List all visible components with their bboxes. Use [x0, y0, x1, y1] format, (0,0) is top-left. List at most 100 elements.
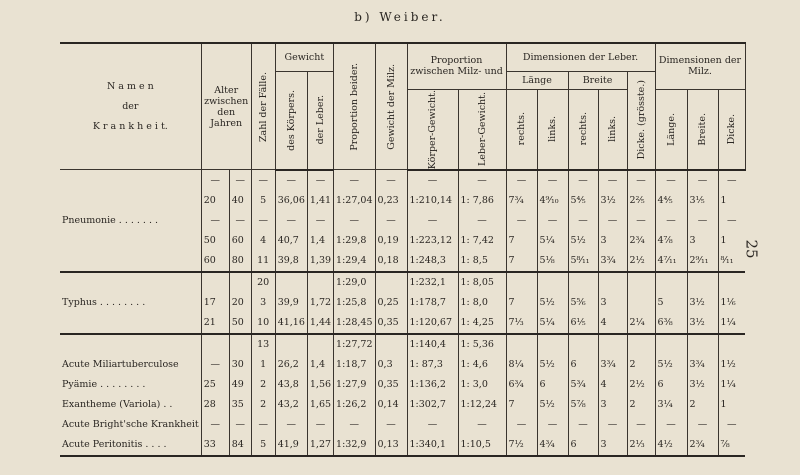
table-cell	[567, 271, 598, 293]
table-cell: —	[717, 210, 745, 231]
table-cell: 17	[200, 292, 230, 313]
table-cell: 40,7	[274, 230, 308, 251]
table-cell: 4¾	[536, 434, 568, 457]
table-cell: 6	[567, 354, 598, 375]
table-cell: 1: 4,6	[457, 354, 506, 375]
table-cell	[597, 333, 627, 355]
table-cell: 50	[228, 312, 252, 335]
table-cell: 2	[686, 394, 718, 415]
table-row: 20 40 5 36,06 1,41 1:27,04 0,23 1:210,14 1: 7,86…	[60, 190, 745, 211]
disease-name: Acute Bright'sche Krankheit	[60, 414, 202, 435]
table-cell	[717, 333, 745, 355]
table-cell: 1:120,67	[406, 312, 458, 335]
table-cell: 0,3	[374, 354, 407, 375]
table-cell: 1: 5,36	[457, 333, 506, 355]
table-cell: 3¾	[597, 250, 627, 273]
table-cell: 4⁹⁄₁₀	[536, 190, 568, 211]
table-cell: —	[333, 414, 375, 435]
table-cell: 3¾	[686, 354, 718, 375]
table-cell: 1,39	[306, 250, 334, 273]
header-dim-liver: Dimensionen der Leber.	[505, 42, 656, 72]
table-cell: 39,9	[274, 292, 308, 313]
table-cell: 3½	[597, 190, 627, 211]
table-body: Pneumonie . . . . . . . — — — — — — — — — — — — — — — — —…	[60, 169, 745, 457]
table-cell: 1	[717, 190, 745, 211]
table-cell: 2¾	[686, 434, 718, 457]
table-cell: 2¼	[626, 312, 655, 335]
table-cell	[505, 271, 537, 293]
table-cell: 5½	[654, 354, 687, 375]
header-proportion-both: Proportion beider.	[348, 62, 360, 151]
table-row: Typhus . . . . . . . . 20 1:29,0 1:232,1 1: …	[60, 271, 745, 335]
table-cell: 0,19	[374, 230, 407, 251]
table-cell: 33	[200, 434, 230, 457]
table-cell: 5½	[567, 230, 598, 251]
table-cell: 6	[536, 374, 568, 395]
table-cell	[567, 333, 598, 355]
table-row: 60 80 11 39,8 1,39 1:29,4 0,18 1:248,3 1: 8,5 7 5⅛…	[60, 250, 745, 273]
table-cell: 1,72	[306, 292, 334, 313]
table-cell: —	[536, 414, 568, 435]
table-cell: —	[567, 210, 598, 231]
table-cell: —	[457, 414, 506, 435]
table-cell: 3	[597, 434, 627, 457]
table-cell: —	[333, 169, 375, 191]
table-cell: 1,41	[306, 190, 334, 211]
table-cell: 7⅓	[505, 312, 537, 335]
table-cell: 7	[505, 292, 537, 313]
table-cell: 5	[250, 434, 276, 457]
table-cell: 3	[250, 292, 276, 313]
table-cell	[274, 333, 308, 355]
table-cell	[200, 271, 230, 293]
table-cell: 3	[597, 292, 627, 313]
table-cell: —	[626, 210, 655, 231]
table-cell: 84	[228, 434, 252, 457]
table-cell: ⁸⁄₁₁	[717, 250, 745, 273]
table-cell: 5¼	[536, 312, 568, 335]
table-cell: —	[626, 169, 655, 191]
table-cell: —	[374, 210, 407, 231]
table-cell: —	[333, 210, 375, 231]
table-cell: 43,2	[274, 394, 308, 415]
table-row: 50 60 4 40,7 1,4 1:29,8 0,19 1:223,12 1: 7,42 7 5¼…	[60, 230, 745, 251]
table-cell: 26,2	[274, 354, 308, 375]
table-cell: 4	[250, 230, 276, 251]
table-cell: 5⅘	[567, 190, 598, 211]
table-cell: 5½	[536, 354, 568, 375]
table-cell: 8¼	[505, 354, 537, 375]
table-cell: —	[567, 414, 598, 435]
table-cell: —	[200, 210, 230, 231]
table-cell: 43,8	[274, 374, 308, 395]
table-cell: 4	[597, 374, 627, 395]
table-cell: —	[228, 414, 252, 435]
table-cell: 3	[597, 230, 627, 251]
table-cell: 5½	[536, 292, 568, 313]
table-row: Pyämie . . . . . . . . 25 49 2 43,8 1,56 1:27,…	[60, 374, 745, 395]
table-cell: —	[274, 169, 308, 191]
table-cell: 5⅛	[536, 250, 568, 273]
table-row: Acute Peritonitis . . . . 33 84 5 41,9 1,27 1:…	[60, 434, 745, 457]
table-cell: —	[597, 169, 627, 191]
table-cell: 0,25	[374, 292, 407, 313]
table-cell: —	[505, 169, 537, 191]
table-cell	[597, 271, 627, 293]
table-cell: 80	[228, 250, 252, 273]
table-cell: 1:27,04	[333, 190, 375, 211]
table-cell: 25	[200, 374, 230, 395]
table-cell: —	[250, 169, 276, 191]
table-cell: 2	[250, 374, 276, 395]
table-cell: 1: 8,0	[457, 292, 506, 313]
table-cell: 4½	[654, 434, 687, 457]
disease-name: Acute Peritonitis . . . .	[60, 434, 202, 457]
table-cell: —	[228, 169, 252, 191]
table-row: 13 1:27,72 1:140,4 1: 5,36	[60, 333, 745, 355]
table-cell: 1:210,14	[406, 190, 458, 211]
table-cell	[228, 271, 252, 293]
table-cell: 1:18,7	[333, 354, 375, 375]
table-cell: 39,8	[274, 250, 308, 273]
header-length: Länge	[505, 70, 569, 90]
table-cell: 0,35	[374, 374, 407, 395]
table-cell: —	[505, 414, 537, 435]
table-cell: 1:302,7	[406, 394, 458, 415]
table-cell: —	[536, 210, 568, 231]
